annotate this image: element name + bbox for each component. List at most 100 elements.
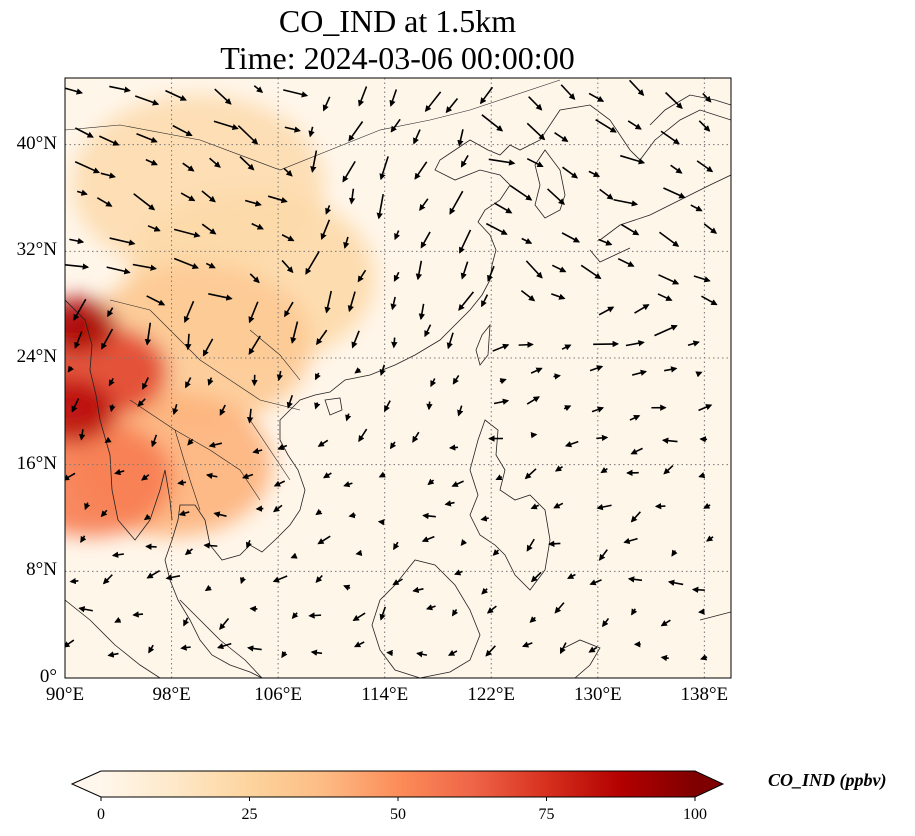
wind-arrow — [445, 97, 459, 114]
wind-arrow — [424, 324, 432, 338]
wind-arrow — [588, 170, 601, 178]
wind-arrow — [106, 266, 131, 275]
wind-arrow — [205, 472, 218, 480]
wind-arrow — [658, 274, 680, 285]
wind-arrow — [267, 195, 288, 204]
wind-arrow — [272, 575, 288, 583]
wind-arrow — [394, 230, 401, 241]
wind-arrow — [562, 166, 579, 179]
wind-arrow — [276, 370, 283, 382]
wind-arrow — [165, 574, 181, 581]
wind-arrow — [322, 472, 332, 479]
wind-arrow — [526, 396, 540, 405]
wind-arrow — [183, 300, 195, 324]
wind-arrow — [144, 322, 152, 346]
wind-arrow — [448, 444, 458, 451]
co-hotspot — [65, 419, 174, 537]
wind-arrow — [660, 130, 680, 145]
wind-arrow — [377, 519, 385, 526]
wind-arrow — [415, 260, 423, 281]
wind-arrow — [65, 87, 84, 95]
wind-arrow — [378, 471, 386, 478]
wind-arrow — [219, 618, 230, 631]
wind-arrow — [107, 307, 114, 318]
wind-arrow — [136, 132, 158, 143]
wind-arrow — [524, 468, 537, 480]
wind-arrow — [201, 223, 217, 235]
wind-arrow — [598, 306, 615, 316]
wind-arrow — [281, 234, 295, 242]
wind-arrow — [598, 238, 613, 246]
wind-arrow — [65, 472, 76, 481]
wind-arrow — [444, 500, 455, 507]
wind-arrow — [528, 96, 543, 111]
wind-arrow — [663, 187, 686, 199]
wind-arrow — [601, 617, 610, 628]
wind-arrow — [530, 367, 543, 374]
wind-arrow — [101, 328, 114, 350]
wind-arrow — [627, 576, 643, 583]
colorbar-extend-low — [72, 771, 101, 797]
wind-arrow — [315, 574, 323, 583]
wind-arrow — [691, 586, 705, 594]
wind-arrow — [580, 264, 602, 280]
wind-arrow — [481, 114, 504, 132]
wind-arrow — [74, 331, 83, 349]
wind-arrow — [347, 291, 356, 313]
colorbar-tick-label: 25 — [241, 806, 258, 823]
wind-arrow — [551, 293, 566, 300]
wind-arrow — [69, 237, 85, 245]
wind-arrow — [80, 535, 87, 543]
wind-arrow — [244, 199, 262, 207]
wind-arrow — [345, 413, 352, 422]
wind-arrow — [658, 231, 680, 247]
wind-arrow — [412, 431, 420, 443]
wind-arrow — [147, 225, 161, 232]
wind-arrow — [248, 301, 259, 324]
wind-arrow — [216, 642, 232, 650]
wind-arrow — [248, 335, 261, 355]
wind-arrow — [145, 543, 157, 550]
wind-arrow — [102, 574, 113, 585]
wind-arrow — [74, 161, 101, 174]
wind-arrow — [273, 480, 286, 487]
wind-arrow — [290, 552, 298, 559]
wind-arrow — [460, 539, 468, 547]
wind-arrow — [460, 261, 469, 280]
wind-arrow — [560, 84, 576, 100]
wind-arrow — [208, 293, 233, 301]
wind-arrow — [132, 611, 144, 618]
wind-arrow — [390, 118, 401, 133]
wind-arrow — [530, 503, 540, 510]
lon-tick-label: 90°E — [45, 684, 85, 705]
wind-arrow — [98, 135, 120, 146]
colorbar — [70, 770, 725, 801]
wind-arrow — [389, 89, 398, 107]
wind-arrow — [73, 298, 87, 321]
wind-arrow — [630, 511, 641, 523]
wind-arrow — [239, 156, 255, 171]
wind-arrow — [305, 250, 320, 275]
wind-arrow — [493, 398, 510, 405]
wind-arrow — [486, 605, 497, 614]
wind-arrow — [281, 259, 294, 274]
wind-arrow — [146, 295, 166, 306]
wind-arrow — [376, 193, 384, 220]
lat-tick-label: 8°N — [26, 559, 57, 580]
wind-arrow — [348, 121, 364, 142]
wind-arrow — [239, 576, 247, 585]
map-frame — [64, 77, 732, 679]
lon-tick-label: 98°E — [152, 684, 191, 705]
wind-arrow — [314, 402, 321, 410]
wind-arrow — [701, 295, 718, 306]
wind-arrow — [670, 164, 683, 174]
wind-arrow — [148, 644, 155, 654]
wind-arrow — [418, 303, 425, 321]
wind-arrow — [286, 395, 294, 409]
wind-arrow — [664, 366, 678, 373]
wind-arrow — [390, 296, 397, 311]
wind-arrow — [379, 156, 389, 181]
wind-arrow — [208, 441, 223, 448]
wind-arrow — [561, 232, 581, 243]
wind-arrow — [205, 262, 216, 269]
